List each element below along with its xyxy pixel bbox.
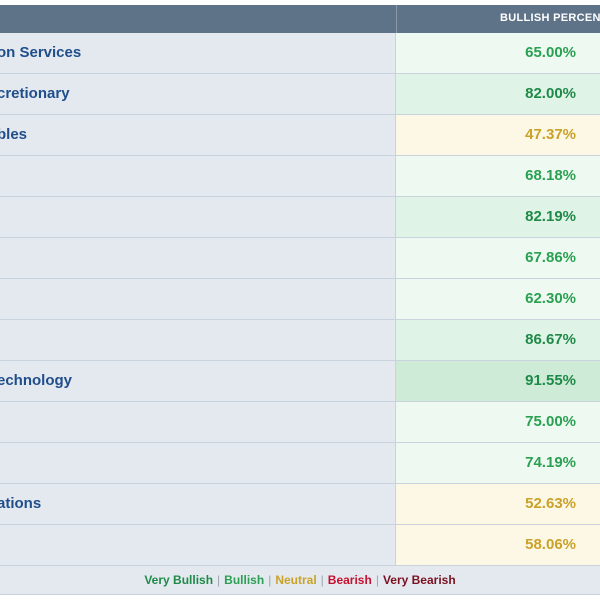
sector-name-cell: echnology <box>0 361 396 401</box>
bullish-percent-value: 68.18% <box>525 167 576 184</box>
sector-name-link[interactable]: echnology <box>0 372 73 389</box>
table-row: ations 52.63% <box>0 484 600 525</box>
table-row: cretionary 82.00% <box>0 74 600 115</box>
bullish-percent-cell: 65.00% <box>396 33 600 73</box>
legend-neutral: Neutral <box>275 573 317 587</box>
table-row: echnology 91.55% <box>0 361 600 402</box>
bullish-percent-header-cell[interactable]: BULLISH PERCENT <box>396 5 600 33</box>
bullish-percent-cell: 74.19% <box>396 443 600 483</box>
table-row: 74.19% <box>0 443 600 484</box>
sector-name-cell: bles <box>0 115 396 155</box>
bullish-percent-value: 86.67% <box>525 331 576 348</box>
sector-name-cell <box>0 156 396 196</box>
sector-name-link[interactable]: ations <box>0 495 42 512</box>
legend-very-bullish: Very Bullish <box>144 573 214 587</box>
bullish-percent-cell: 58.06% <box>396 525 600 565</box>
table-row: 58.06% <box>0 525 600 566</box>
sector-name-cell <box>0 279 396 319</box>
sector-name-link[interactable]: on Services <box>0 44 82 61</box>
bullish-percent-cell: 47.37% <box>396 115 600 155</box>
legend-separator: | <box>375 573 379 587</box>
table-row: 86.67% <box>0 320 600 361</box>
bullish-percent-value: 82.00% <box>525 85 576 102</box>
legend-bearish: Bearish <box>327 573 372 587</box>
sector-name-cell: cretionary <box>0 74 396 114</box>
sector-name-link[interactable]: bles <box>0 126 28 143</box>
bullish-percent-value: 91.55% <box>525 372 576 389</box>
sector-name-cell <box>0 197 396 237</box>
bullish-percent-value: 58.06% <box>525 536 576 553</box>
bullish-percent-value: 65.00% <box>525 44 576 61</box>
sector-name-link[interactable]: cretionary <box>0 85 70 102</box>
sector-name-cell: on Services <box>0 33 396 73</box>
sector-name-cell: ations <box>0 484 396 524</box>
sentiment-legend: Very Bullish | Bullish | Neutral | Bearish | Ver… <box>0 565 600 595</box>
bullish-percent-cell: 86.67% <box>396 320 600 360</box>
bullish-percent-value: 52.63% <box>525 495 576 512</box>
legend-separator: | <box>268 573 272 587</box>
table-row: 82.19% <box>0 197 600 238</box>
bullish-percent-cell: 82.00% <box>396 74 600 114</box>
bullish-percent-header-label: BULLISH PERCENT <box>500 12 600 24</box>
legend-very-bearish: Very Bearish <box>382 573 456 587</box>
bullish-percent-value: 75.00% <box>525 413 576 430</box>
sector-name-cell <box>0 443 396 483</box>
bullish-percent-value: 74.19% <box>525 454 576 471</box>
bullish-percent-value: 82.19% <box>525 208 576 225</box>
bullish-percent-cell: 62.30% <box>396 279 600 319</box>
table-row: on Services 65.00% <box>0 33 600 74</box>
sector-name-cell <box>0 238 396 278</box>
table-row: 62.30% <box>0 279 600 320</box>
bullish-percent-value: 47.37% <box>525 126 576 143</box>
bullish-percent-cell: 68.18% <box>396 156 600 196</box>
bullish-percent-cell: 75.00% <box>396 402 600 442</box>
table-row: 75.00% <box>0 402 600 443</box>
table-header: BULLISH PERCENT <box>0 5 600 33</box>
legend-bullish: Bullish <box>224 573 265 587</box>
bullish-percent-cell: 52.63% <box>396 484 600 524</box>
sector-name-cell <box>0 525 396 565</box>
legend-separator: | <box>320 573 324 587</box>
table-row: 68.18% <box>0 156 600 197</box>
sector-table-body: on Services 65.00% cretionary 82.00% ble… <box>0 33 600 566</box>
table-row: 67.86% <box>0 238 600 279</box>
bullish-percent-value: 62.30% <box>525 290 576 307</box>
bullish-percent-cell: 91.55% <box>396 361 600 401</box>
sector-name-cell <box>0 402 396 442</box>
bullish-percent-cell: 67.86% <box>396 238 600 278</box>
sector-name-cell <box>0 320 396 360</box>
bullish-percent-value: 67.86% <box>525 249 576 266</box>
bullish-percent-cell: 82.19% <box>396 197 600 237</box>
table-row: bles 47.37% <box>0 115 600 156</box>
legend-separator: | <box>217 573 221 587</box>
